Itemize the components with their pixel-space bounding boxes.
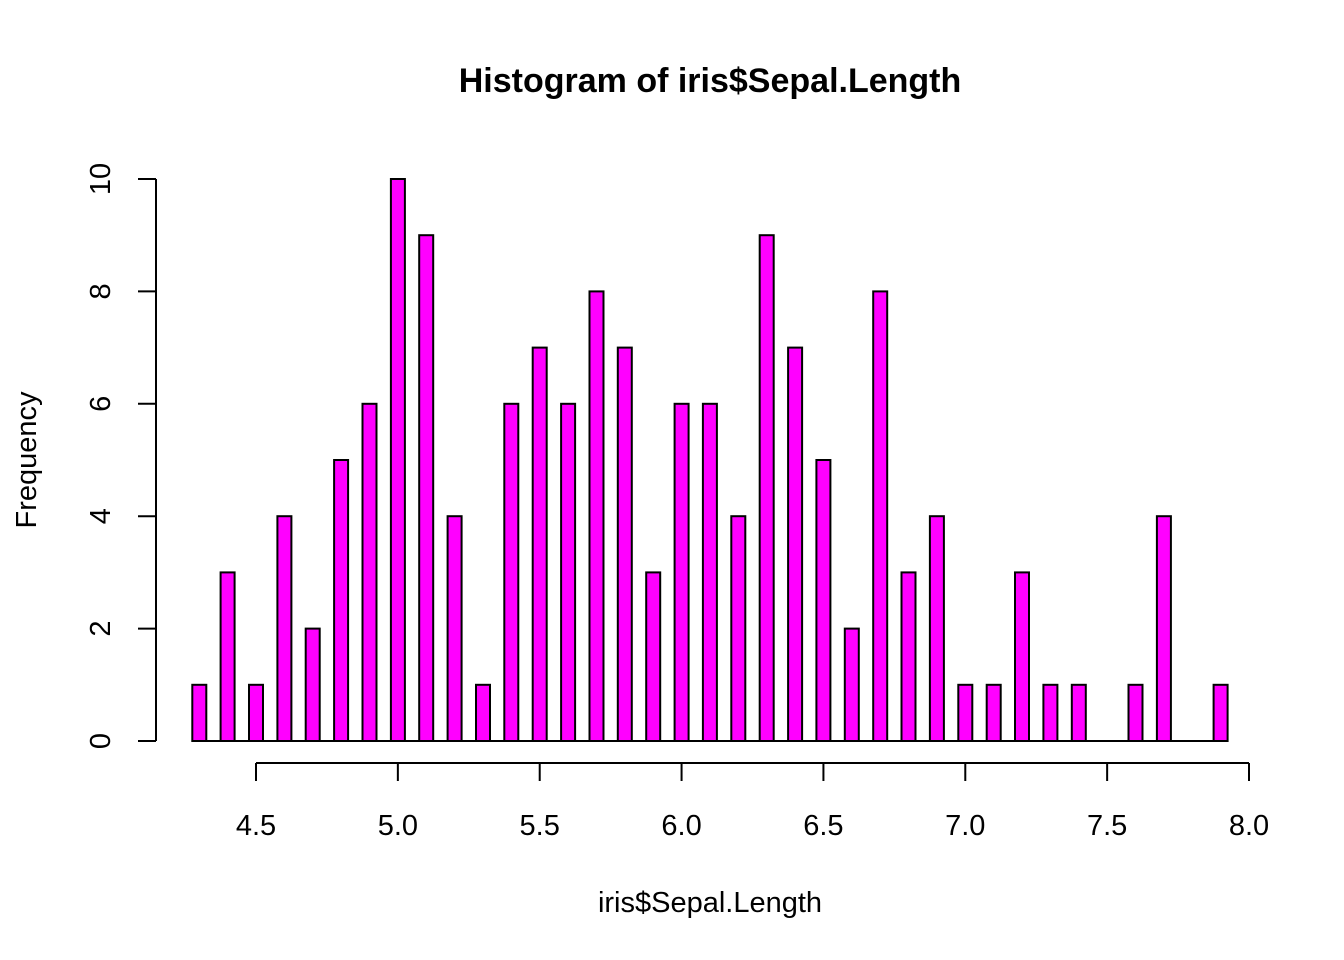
histogram-bar <box>1014 571 1030 743</box>
chart-title: Histogram of iris$Sepal.Length <box>459 62 962 100</box>
y-tick-label: 2 <box>85 621 117 637</box>
y-tick-label: 0 <box>85 733 117 749</box>
histogram-bar <box>276 515 293 743</box>
histogram-bar <box>1127 683 1144 742</box>
histogram-bar <box>191 683 208 742</box>
histogram-bar <box>673 402 690 742</box>
x-tick-label: 5.5 <box>520 810 560 842</box>
y-tick-label: 6 <box>85 396 117 412</box>
y-tick-label: 10 <box>85 163 117 195</box>
histogram-bar <box>985 683 1002 742</box>
histogram-bar <box>645 571 662 743</box>
histogram-bar <box>843 627 860 742</box>
histogram-bar <box>333 459 350 742</box>
x-tick-label: 6.5 <box>803 810 843 842</box>
x-tick-label: 6.0 <box>661 810 701 842</box>
histogram-bar <box>560 402 577 742</box>
x-tick-label: 5.0 <box>378 810 418 842</box>
histogram-bar <box>418 234 435 742</box>
histogram-bar <box>957 683 974 742</box>
histogram-bar <box>219 571 236 743</box>
x-axis-ticks: 4.5 5.0 5.5 6.0 6.5 7.0 7.5 8.0 <box>236 763 1269 842</box>
histogram-bar <box>1042 683 1059 742</box>
histogram-bar <box>616 346 633 742</box>
bars-group <box>191 178 1229 743</box>
histogram-bar <box>787 346 804 742</box>
histogram-bar <box>1155 515 1172 743</box>
histogram-bar <box>531 346 548 742</box>
x-tick-label: 8.0 <box>1229 810 1269 842</box>
histogram-bar <box>1212 683 1229 742</box>
histogram-bar <box>928 515 945 743</box>
histogram-bar <box>361 402 378 742</box>
y-axis-ticks: 0 2 4 6 8 10 <box>85 163 156 749</box>
histogram-bar <box>730 515 747 743</box>
x-axis-label: iris$Sepal.Length <box>598 887 822 919</box>
histogram-bar <box>248 683 264 742</box>
histogram-bar <box>1070 683 1087 742</box>
histogram-bar <box>815 459 832 742</box>
histogram-bar <box>475 683 491 742</box>
x-tick-label: 7.0 <box>945 810 985 842</box>
y-axis-label: Frequency <box>11 391 43 529</box>
x-tick-label: 4.5 <box>236 810 276 842</box>
histogram-bar <box>701 402 718 742</box>
histogram-bar <box>389 178 406 742</box>
x-tick-label: 7.5 <box>1087 810 1127 842</box>
histogram-bar <box>588 290 605 742</box>
histogram-bar <box>872 290 889 742</box>
histogram-bar <box>503 402 520 742</box>
histogram-bar <box>900 571 917 743</box>
histogram-bar <box>446 515 463 743</box>
y-tick-label: 8 <box>85 283 117 299</box>
y-tick-label: 4 <box>85 508 117 524</box>
histogram-bar <box>304 627 321 742</box>
histogram-bar <box>758 234 775 742</box>
